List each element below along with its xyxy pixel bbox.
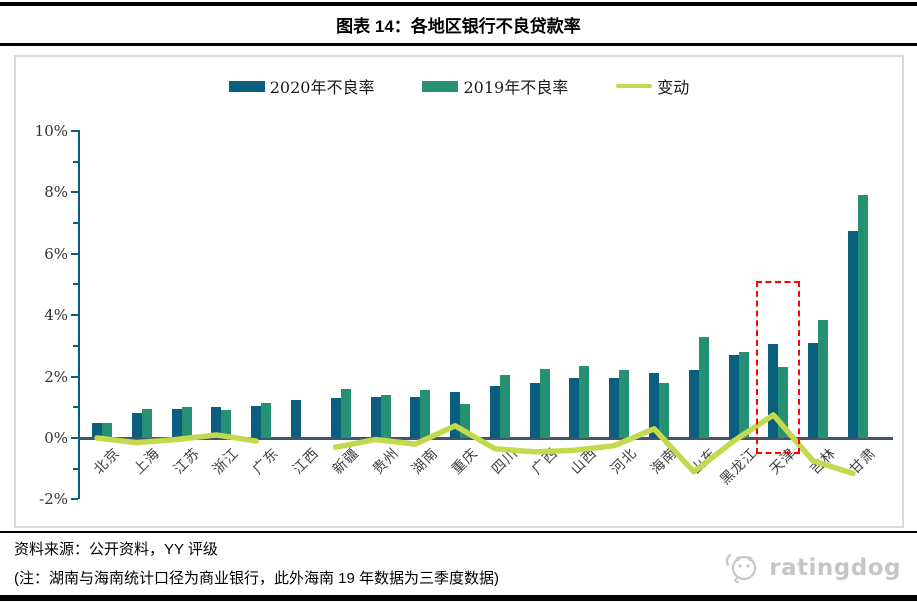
bar-2019 (380, 394, 391, 438)
bar-2019 (340, 388, 351, 438)
bar-2020 (92, 422, 102, 438)
bar-2020 (728, 355, 739, 438)
bar-2019 (858, 195, 868, 438)
bar-2019 (460, 404, 471, 438)
y-axis-tick (73, 406, 78, 409)
title-divider (0, 43, 917, 46)
y-axis-tick (73, 160, 78, 163)
logo-text: ratingdog (769, 555, 901, 581)
y-axis-label: 10% (34, 121, 68, 140)
bar-2020 (489, 385, 500, 438)
bar-2020 (768, 344, 779, 438)
bar-2020 (330, 398, 341, 438)
bar-2019 (102, 422, 112, 438)
footer-divider (0, 531, 917, 533)
y-axis-tick (71, 129, 78, 132)
bar-2020 (251, 405, 262, 438)
y-axis-label: 8% (44, 183, 68, 202)
bar-2020 (649, 373, 660, 438)
bar-2020 (131, 413, 142, 438)
y-axis-tick (73, 283, 78, 286)
dog-face-icon (725, 553, 757, 583)
legend-swatch-change-line (616, 84, 653, 88)
note-text: (注：湖南与海南统计口径为商业银行，此外海南 19 年数据为三季度数据) (14, 570, 500, 587)
bar-2020 (609, 378, 620, 438)
legend-item-2019: 2019年不良率 (422, 74, 568, 98)
bar-2020 (290, 399, 301, 438)
y-axis-label: 0% (44, 429, 68, 447)
bottom-divider (0, 595, 917, 601)
bar-2020 (569, 378, 580, 438)
bar-2019 (539, 368, 550, 438)
bar-2020 (688, 370, 699, 438)
y-axis-label: -2% (39, 490, 68, 509)
y-axis-label: 2% (44, 367, 68, 386)
bar-2020 (171, 408, 182, 438)
legend-item-change: 变动 (616, 74, 689, 98)
bar-2019 (818, 319, 829, 438)
y-axis-label: 4% (44, 306, 68, 325)
bar-2020 (211, 407, 222, 438)
bar-2019 (579, 365, 590, 438)
chart-plot: 10% 8% 6% 4% 2% 0% -2% 北京 上海 江苏 浙江 广东 江西 新疆 贵州 湖南 重庆 四川 广西… (16, 57, 902, 526)
bar-2019 (698, 336, 709, 438)
bar-2019 (619, 370, 630, 438)
bar-2019 (420, 390, 431, 438)
legend-swatch-2020 (228, 80, 265, 92)
y-axis-tick (71, 498, 78, 501)
top-divider (0, 2, 917, 6)
y-axis-tick (71, 437, 78, 439)
bar-2019 (221, 410, 232, 438)
chart-legend: 2020年不良率 2019年不良率 变动 (16, 74, 902, 98)
bar-2019 (738, 351, 749, 438)
y-axis-tick (71, 191, 78, 194)
bar-2019 (778, 367, 789, 438)
bar-2020 (848, 230, 858, 438)
y-axis-label: 6% (44, 244, 68, 263)
legend-label-2019: 2019年不良率 (463, 78, 569, 97)
legend-swatch-2019 (422, 80, 459, 92)
y-axis-line (78, 130, 80, 499)
bar-2019 (499, 375, 510, 438)
highlight-dashed-box (756, 281, 801, 454)
bar-2020 (370, 396, 381, 438)
bar-2019 (659, 382, 670, 438)
bar-2020 (808, 342, 819, 438)
bar-2020 (529, 382, 540, 438)
y-axis-tick (73, 467, 78, 470)
bar-2020 (410, 396, 421, 438)
bar-2020 (450, 391, 461, 438)
bar-2019 (261, 402, 272, 438)
y-axis-tick (71, 314, 78, 317)
y-axis-tick (71, 252, 78, 255)
y-axis-tick (71, 375, 78, 378)
legend-label-2020: 2020年不良率 (269, 78, 375, 97)
ratingdog-logo: ratingdog (723, 551, 901, 585)
y-axis-tick (73, 221, 78, 224)
chart-title: 图表 14：各地区银行不良贷款率 (336, 17, 581, 36)
legend-label-change: 变动 (657, 78, 690, 97)
bar-2019 (181, 407, 192, 438)
bar-2019 (141, 408, 152, 438)
chart-area: 2020年不良率 2019年不良率 变动 10% 8% 6% 4% 2% 0% -2% 北京上… (14, 55, 904, 528)
y-axis-tick (73, 344, 78, 347)
legend-item-2020: 2020年不良率 (228, 74, 375, 98)
source-text: 资料来源：公开资料，YY 评级 (14, 541, 218, 558)
